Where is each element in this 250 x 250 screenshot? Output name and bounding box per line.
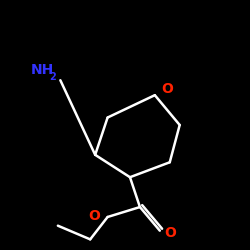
Text: O: O (164, 226, 176, 240)
Text: O: O (88, 209, 100, 223)
Text: NH: NH (30, 63, 54, 77)
Text: 2: 2 (49, 72, 56, 82)
Text: O: O (161, 82, 173, 96)
